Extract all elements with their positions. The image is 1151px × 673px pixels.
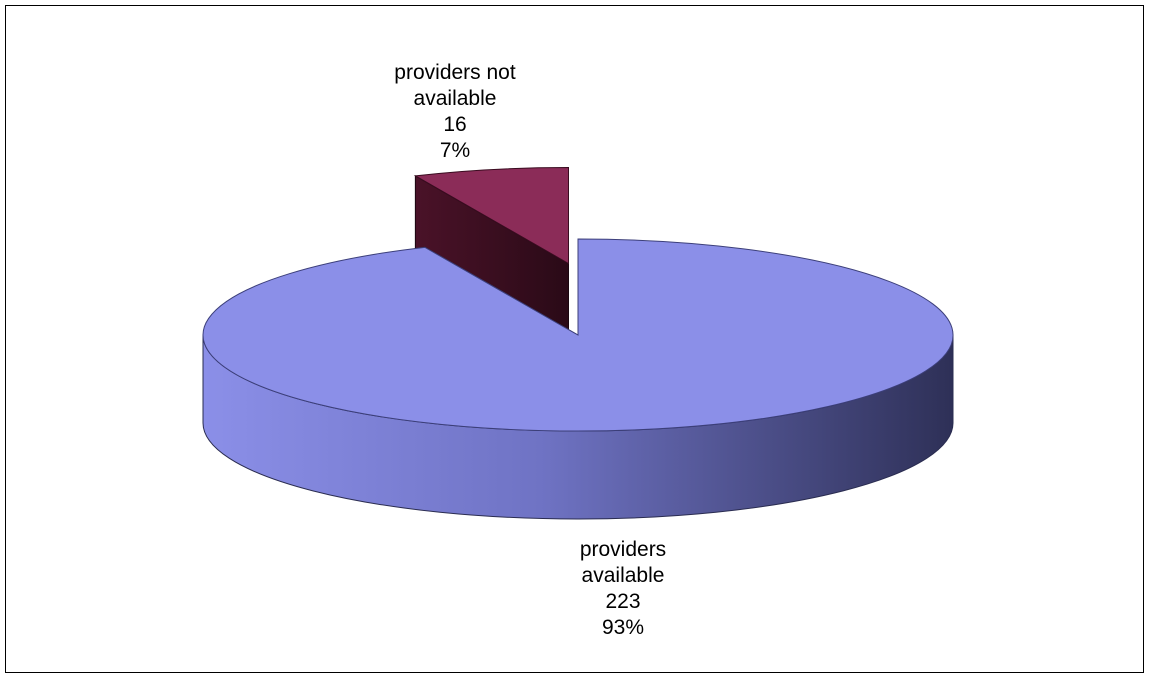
slice-value: 16 xyxy=(443,113,467,136)
slice-label-line: providers xyxy=(579,538,667,561)
slice-percent: 7% xyxy=(439,139,471,162)
slice-top-providers-not-available xyxy=(413,166,570,265)
slice-value: 223 xyxy=(605,590,641,613)
slice-label-line: available xyxy=(581,564,665,587)
slice-label-providers-not-available: providers not available 16 7% xyxy=(355,60,555,164)
slice-top-providers-available xyxy=(202,238,954,432)
slice-percent: 93% xyxy=(601,616,645,639)
slice-label-line: providers not xyxy=(394,61,516,84)
slice-label-providers-available: providers available 223 93% xyxy=(548,537,698,641)
slice-label-line: available xyxy=(413,87,497,110)
